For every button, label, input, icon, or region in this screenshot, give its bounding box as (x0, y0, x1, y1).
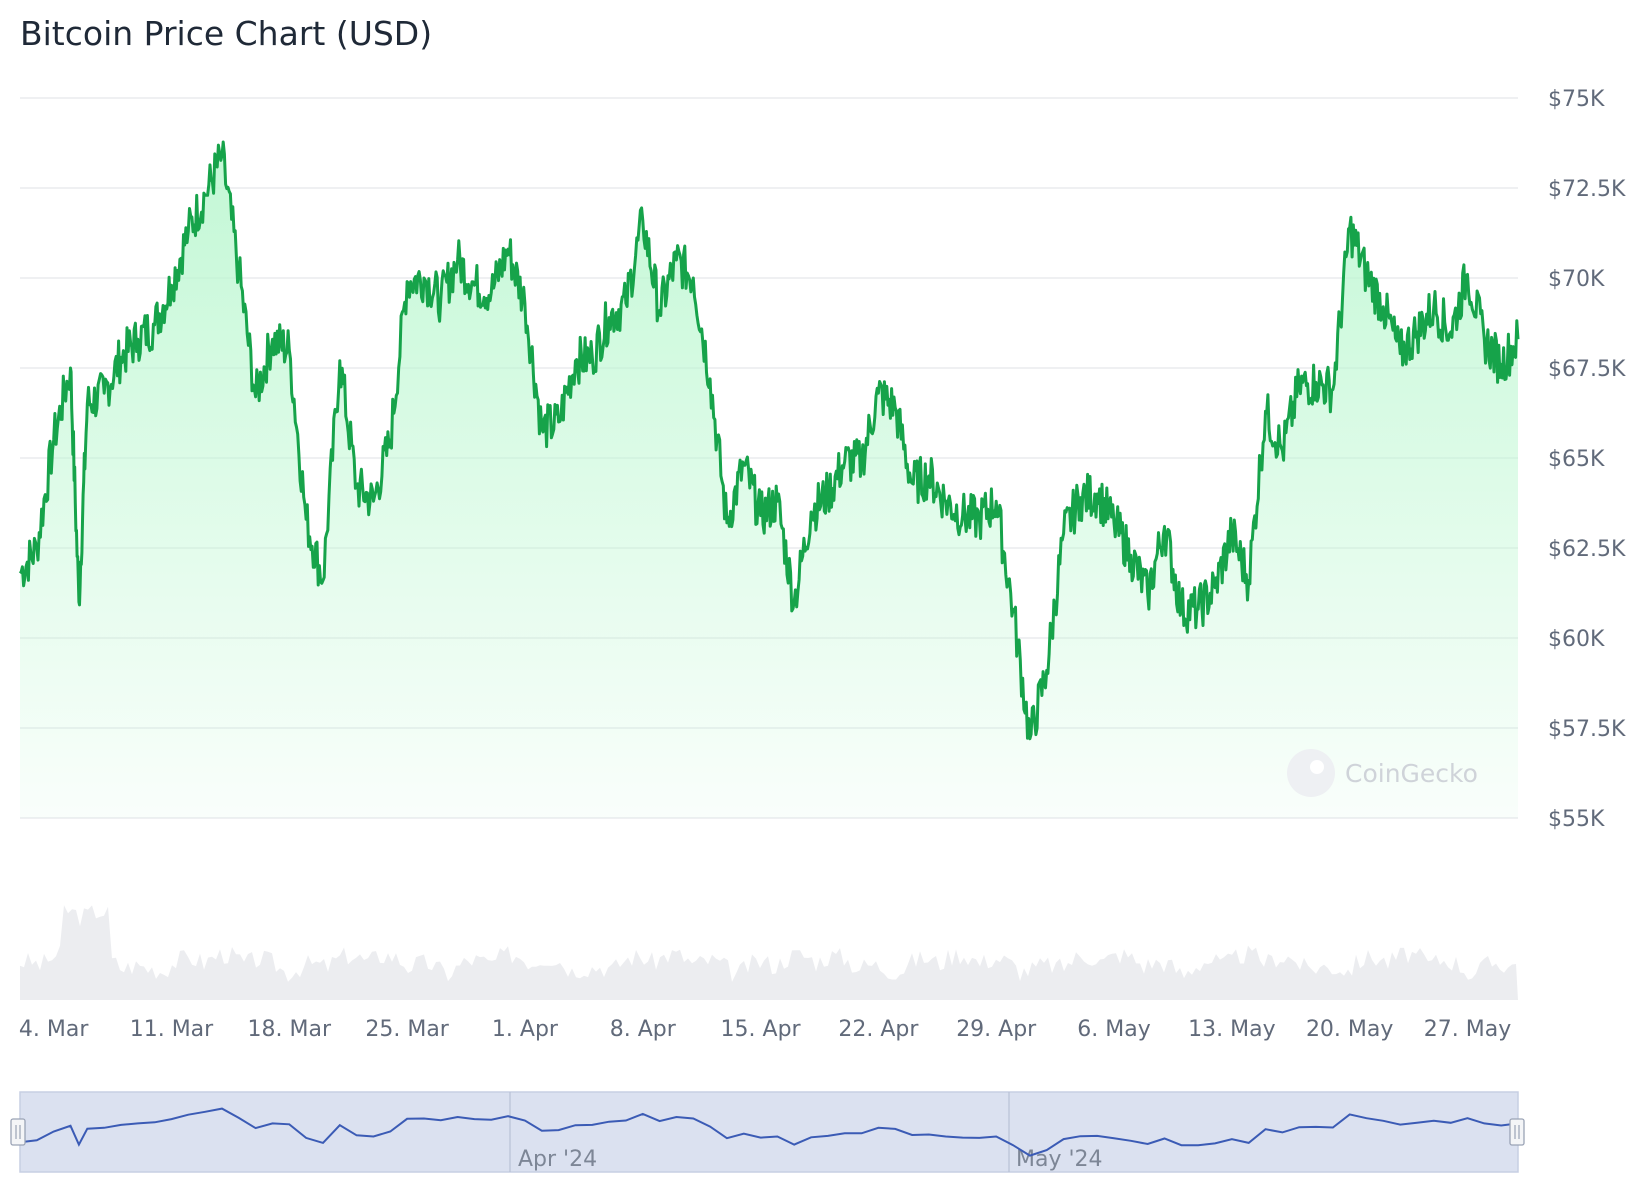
navigator-labels: Apr '24 May '24 (518, 1147, 1103, 1172)
x-tick-label: 18. Mar (248, 1017, 332, 1042)
x-tick-label: 27. May (1424, 1017, 1511, 1042)
gecko-logo-icon (1287, 749, 1335, 797)
y-tick-label: $67.5K (1548, 357, 1626, 382)
y-tick-label: $65K (1548, 447, 1605, 472)
x-tick-label: 13. May (1188, 1017, 1275, 1042)
x-tick-label: 4. Mar (19, 1017, 89, 1042)
y-tick-label: $75K (1548, 87, 1605, 112)
navigator-label: Apr '24 (518, 1147, 597, 1172)
y-tick-label: $60K (1548, 627, 1605, 652)
volume-silhouette (20, 905, 1518, 1000)
coingecko-watermark: CoinGecko (1287, 749, 1478, 797)
x-tick-label: 29. Apr (956, 1017, 1037, 1042)
price-line (18, 140, 1520, 741)
y-tick-label: $55K (1548, 807, 1605, 832)
x-tick-label: 8. Apr (610, 1017, 677, 1042)
x-tick-label: 22. Apr (838, 1017, 919, 1042)
price-area (20, 142, 1518, 818)
y-tick-label: $62.5K (1548, 537, 1626, 562)
x-tick-label: 11. Mar (130, 1017, 214, 1042)
x-tick-label: 15. Apr (721, 1017, 802, 1042)
x-tick-label: 6. May (1077, 1017, 1150, 1042)
x-axis: 4. Mar 11. Mar 18. Mar 25. Mar 1. Apr 8. Apr 1… (19, 1017, 1511, 1042)
volume-area (20, 905, 1518, 1000)
x-tick-label: 20. May (1306, 1017, 1393, 1042)
y-tick-label: $57.5K (1548, 717, 1626, 742)
y-tick-label: $70K (1548, 267, 1605, 292)
y-tick-label: $72.5K (1548, 177, 1626, 202)
x-tick-label: 25. Mar (365, 1017, 449, 1042)
navigator-left-handle[interactable] (10, 1118, 26, 1146)
range-navigator[interactable]: Apr '24 May '24 (10, 1091, 1525, 1173)
navigator-right-handle[interactable] (1509, 1118, 1525, 1146)
navigator-line (19, 1107, 1519, 1157)
x-tick-label: 1. Apr (492, 1017, 559, 1042)
price-plot (18, 140, 1520, 818)
gecko-eye-icon (1310, 760, 1324, 774)
navigator-selection[interactable] (19, 1091, 1519, 1173)
watermark-text: CoinGecko (1345, 759, 1478, 788)
chart-title: Bitcoin Price Chart (USD) (20, 14, 433, 53)
y-axis: $55K $57.5K $60K $62.5K $65K $67.5K $70K $72.5K… (1548, 87, 1626, 832)
navigator-label: May '24 (1016, 1147, 1103, 1172)
